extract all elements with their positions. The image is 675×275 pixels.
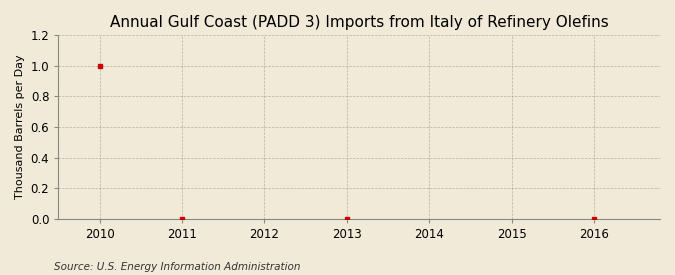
Text: Source: U.S. Energy Information Administration: Source: U.S. Energy Information Administ… bbox=[54, 262, 300, 272]
Title: Annual Gulf Coast (PADD 3) Imports from Italy of Refinery Olefins: Annual Gulf Coast (PADD 3) Imports from … bbox=[110, 15, 609, 30]
Y-axis label: Thousand Barrels per Day: Thousand Barrels per Day bbox=[15, 55, 25, 199]
